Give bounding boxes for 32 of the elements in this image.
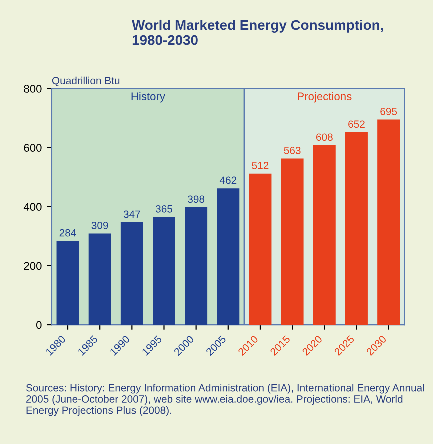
bar [346, 132, 368, 326]
bar [56, 241, 80, 326]
data-label: 284 [60, 229, 76, 237]
bar [281, 158, 304, 326]
y-tick-label: 200 [24, 262, 42, 270]
data-label: 608 [316, 134, 333, 142]
data-label: 398 [188, 196, 205, 204]
bar [217, 188, 240, 326]
y-tick-label: 400 [24, 203, 42, 212]
bar [120, 222, 144, 326]
y-axis-title: Quadrillion Btu [52, 76, 120, 86]
data-label: 652 [348, 120, 365, 128]
data-label: 563 [284, 146, 301, 154]
bar [88, 234, 112, 326]
bar [153, 217, 176, 326]
band-label: History [132, 92, 166, 103]
source-note: Sources: History: Energy Information Administration (EIA), International Energy Annual 2005 (June-October 2007), web site www.eia.doe.gov/iea. Projections: EIA, World Energy Projections Plus (2008). [26, 384, 424, 416]
data-label: 695 [380, 108, 398, 116]
y-tick-label: 800 [24, 85, 42, 93]
bar [378, 120, 400, 326]
data-label: 512 [252, 162, 269, 170]
bar [185, 207, 208, 326]
bar [249, 174, 272, 326]
data-label: 462 [220, 176, 237, 184]
band-label: Projections [298, 92, 352, 103]
y-tick-label: 0 [36, 321, 42, 330]
data-label: 365 [156, 205, 172, 213]
bar [313, 145, 336, 326]
y-tick-label: 600 [24, 144, 42, 152]
data-label: 347 [124, 210, 140, 218]
chart-title: World Marketed Energy Consumption, 1980-2030 [132, 20, 384, 46]
data-label: 309 [92, 222, 108, 230]
